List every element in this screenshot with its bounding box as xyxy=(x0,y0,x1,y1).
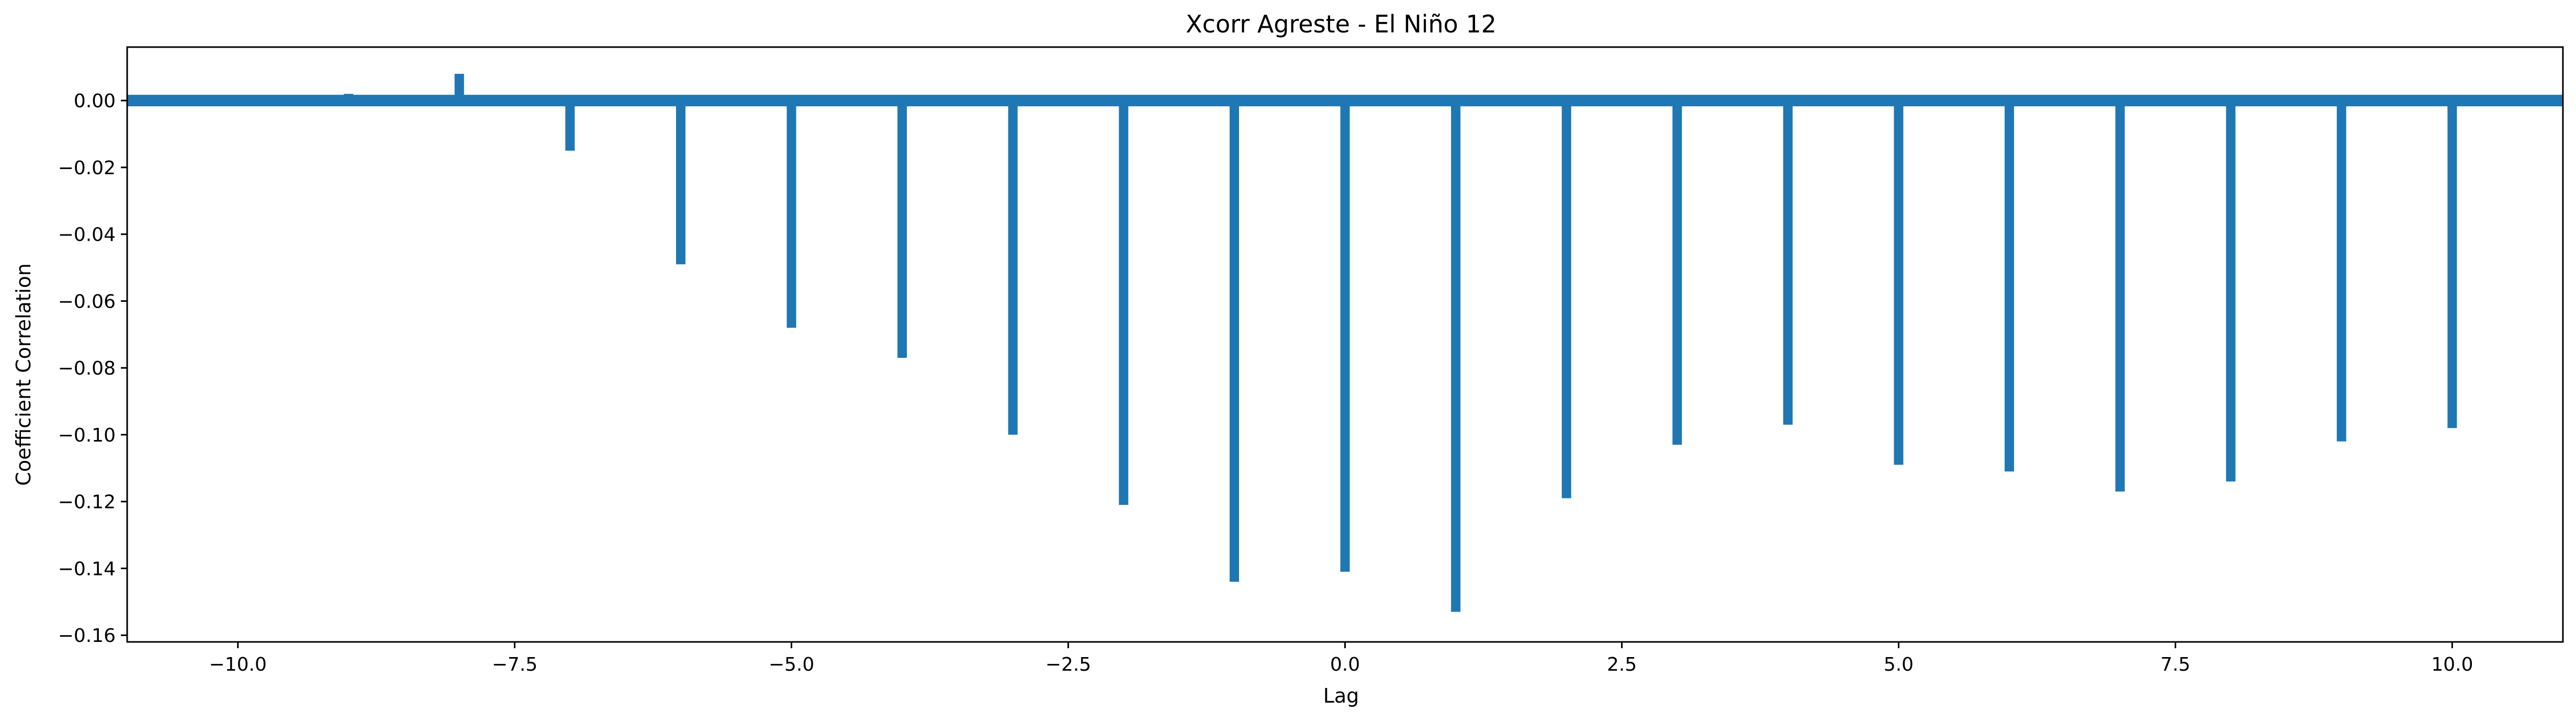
chart-title: Xcorr Agreste - El Niño 12 xyxy=(1186,10,1497,38)
y-axis-label: Coefficient Correlation xyxy=(12,263,35,485)
bar-lag--4 xyxy=(897,100,907,358)
y-tick-label: −0.06 xyxy=(58,291,116,312)
x-tick-label: −10.0 xyxy=(209,654,266,675)
y-tick-label: −0.08 xyxy=(58,358,116,379)
y-tick-label: −0.10 xyxy=(58,425,116,446)
y-tick-label: −0.16 xyxy=(58,625,116,647)
zero-line xyxy=(127,95,2563,107)
bar-lag-7 xyxy=(2115,100,2125,492)
bar-lag-8 xyxy=(2226,100,2236,482)
x-tick-label: −2.5 xyxy=(1045,654,1091,675)
bar-lag--1 xyxy=(1229,100,1239,582)
bar-lag-6 xyxy=(2005,100,2015,472)
bar-lag-3 xyxy=(1672,100,1682,445)
x-tick-label: −5.0 xyxy=(769,654,814,675)
bar-lag-0 xyxy=(1340,100,1350,572)
x-tick-label: 0.0 xyxy=(1330,654,1360,675)
bars-group xyxy=(127,74,2563,612)
x-tick-label: 2.5 xyxy=(1607,654,1637,675)
x-tick-label: 10.0 xyxy=(2431,654,2473,675)
bar-lag-2 xyxy=(1561,100,1571,499)
plot-frame xyxy=(126,46,2564,643)
y-tick-label: 0.00 xyxy=(74,91,116,112)
x-axis-ticks: −10.0 −7.5 −5.0 −2.5 0.0 2.5 5.0 7.5 10.0 xyxy=(209,642,2473,675)
y-tick-label: −0.02 xyxy=(58,157,116,179)
bar-lag-10 xyxy=(2447,100,2457,428)
bar-lag-9 xyxy=(2336,100,2346,442)
y-axis-ticks: 0.00 −0.02 −0.04 −0.06 −0.08 −0.10 −0.12 −0.14 −… xyxy=(58,91,127,647)
bar-lag-1 xyxy=(1451,100,1461,612)
bar-lag--3 xyxy=(1008,100,1018,435)
x-axis-label: Lag xyxy=(1323,684,1359,707)
y-tick-label: −0.14 xyxy=(58,558,116,580)
bar-lag--2 xyxy=(1119,100,1129,505)
x-tick-label: 7.5 xyxy=(2161,654,2190,675)
bar-lag--7 xyxy=(565,100,575,151)
y-tick-label: −0.12 xyxy=(58,492,116,513)
bar-lag-4 xyxy=(1783,100,1793,425)
bar-lag--5 xyxy=(786,100,796,328)
x-tick-label: 5.0 xyxy=(1884,654,1914,675)
x-tick-label: −7.5 xyxy=(492,654,537,675)
bar-lag--8 xyxy=(454,74,464,101)
y-tick-label: −0.04 xyxy=(58,224,116,246)
bar-lag-5 xyxy=(1894,100,1904,465)
bar-lag--6 xyxy=(676,100,685,265)
